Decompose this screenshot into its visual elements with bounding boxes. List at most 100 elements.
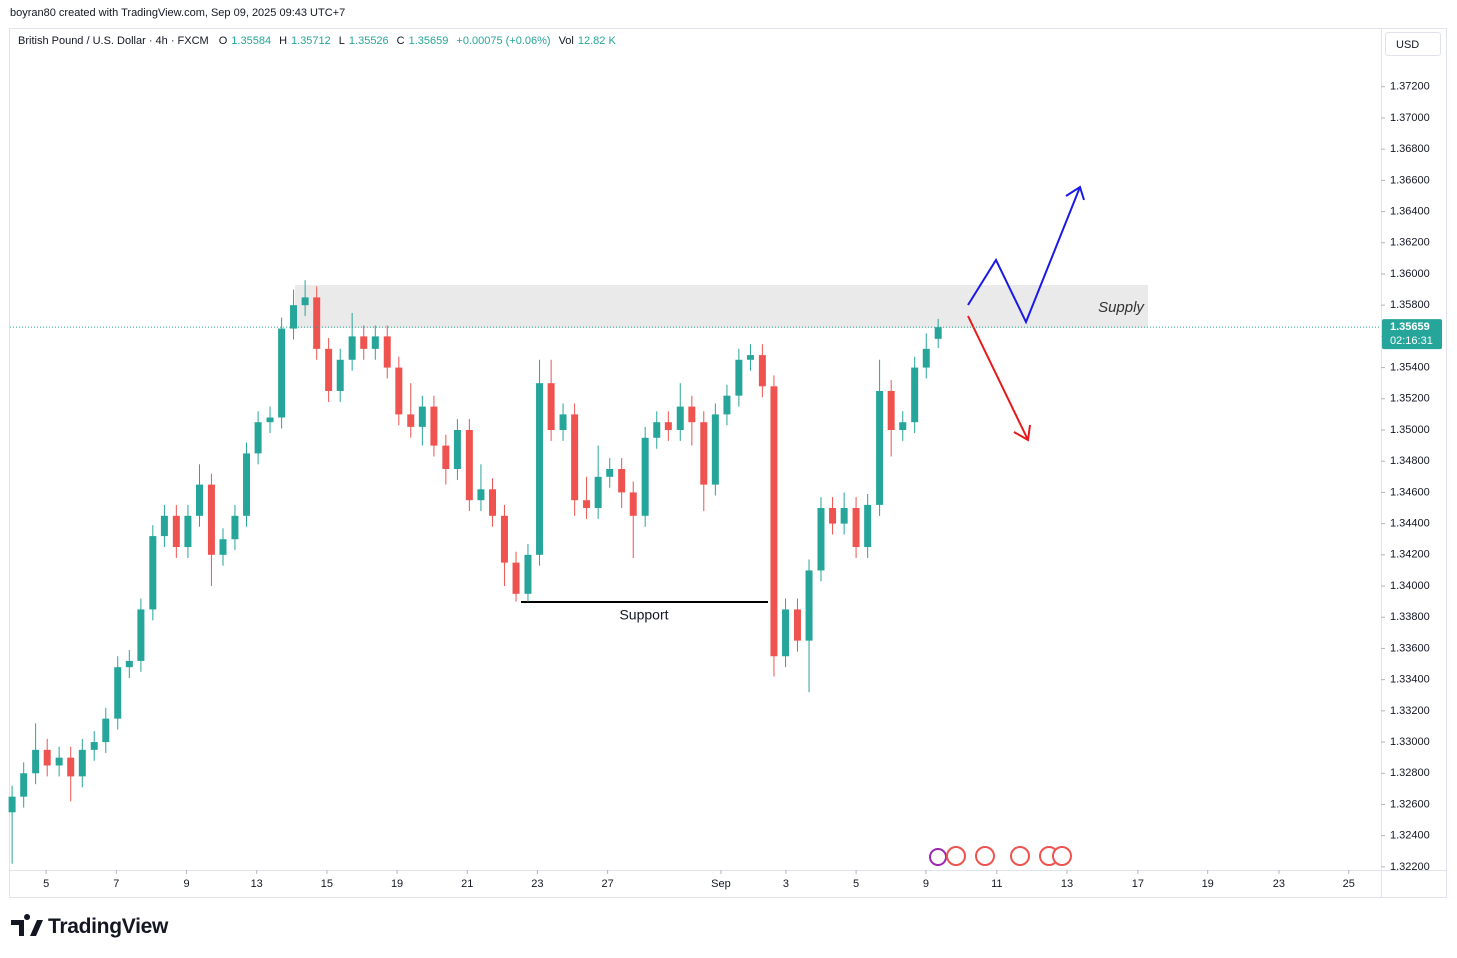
y-tick-label: 1.32800: [1390, 767, 1430, 779]
candle-body: [524, 554, 532, 594]
event-icons: [929, 846, 1072, 866]
candle-body: [172, 515, 180, 548]
candle-body: [313, 297, 321, 349]
x-tick-label: 9: [923, 878, 929, 890]
y-tick-label: 1.36000: [1390, 268, 1430, 280]
candle-body: [489, 489, 497, 516]
candle-body: [829, 508, 837, 524]
x-tick-label: 5: [43, 878, 49, 890]
y-tick-label: 1.34200: [1390, 549, 1430, 561]
ohlc-key: C: [396, 35, 405, 47]
brand-logo: [11, 914, 43, 936]
y-tick-label: 1.36200: [1390, 237, 1430, 249]
candle-body: [442, 445, 450, 470]
candle-body: [254, 422, 262, 454]
candle-body: [664, 422, 672, 430]
y-tick-label: 1.35400: [1390, 361, 1430, 373]
candle-body: [676, 406, 684, 430]
candle-body: [723, 395, 731, 415]
candle-body: [43, 749, 51, 766]
candle-body: [184, 515, 192, 548]
candle-body: [805, 570, 813, 641]
currency-button[interactable]: USD: [1385, 32, 1441, 56]
candle-body: [782, 609, 790, 657]
candle-body: [90, 742, 98, 750]
x-tick-label: 15: [321, 878, 333, 890]
y-tick-label: 1.34400: [1390, 518, 1430, 530]
supply-zone: [295, 285, 1148, 328]
candle-body: [583, 500, 591, 509]
y-tick-label: 1.32600: [1390, 798, 1430, 810]
x-tick-label: 5: [853, 878, 859, 890]
ohlc-key: L: [338, 35, 345, 47]
candle-body: [840, 508, 848, 524]
ohlc-key: O: [218, 35, 228, 47]
x-tick-label: 17: [1132, 878, 1144, 890]
x-tick-label: 7: [113, 878, 119, 890]
candle-body: [430, 406, 438, 446]
candle-body: [125, 660, 133, 668]
y-tick-label: 1.33800: [1390, 611, 1430, 623]
candle-body: [641, 437, 649, 516]
ohlc-value: 1.35659: [408, 35, 449, 47]
candle-body: [78, 749, 86, 777]
y-tick-label: 1.36400: [1390, 205, 1430, 217]
candle-body: [758, 355, 766, 387]
candle-body: [336, 359, 344, 391]
candle-body: [629, 492, 637, 516]
ohlc-value: 1.35526: [348, 35, 389, 47]
bearish-arrow: [967, 315, 1031, 442]
y-tick-label: 1.37200: [1390, 81, 1430, 93]
candle-body: [887, 390, 895, 430]
candle-body: [8, 796, 16, 813]
candle-body: [606, 469, 614, 477]
candles: [8, 280, 942, 864]
candle-body: [383, 336, 391, 368]
candle-body: [594, 476, 602, 509]
candle-body: [817, 508, 825, 571]
candle-body: [207, 484, 215, 555]
candle-body: [453, 429, 461, 470]
candle-body: [477, 489, 485, 501]
ohlc-value: 1.35584: [231, 35, 272, 47]
candle-body: [876, 390, 884, 505]
y-tick-label: 1.35200: [1390, 393, 1430, 405]
candle-body: [571, 414, 579, 501]
x-tick-label: 23: [531, 878, 543, 890]
x-tick-label: 27: [601, 878, 613, 890]
candle-body: [348, 336, 356, 360]
candle-body: [618, 469, 626, 493]
countdown: 02:16:31: [1390, 335, 1433, 347]
y-tick-label: 1.32200: [1390, 861, 1430, 873]
candle-body: [547, 383, 555, 430]
x-tick-label: 13: [251, 878, 263, 890]
event-icon: [929, 848, 947, 866]
candle-body: [770, 386, 778, 657]
candle-body: [20, 773, 28, 797]
x-tick-label: 21: [461, 878, 473, 890]
candle-body: [149, 536, 157, 610]
x-tick-label: 19: [391, 878, 403, 890]
candle-body: [160, 515, 168, 537]
candle-body: [407, 414, 415, 427]
candle-body: [325, 348, 333, 391]
candle-body: [67, 757, 75, 777]
frame: [9, 28, 1447, 898]
candle-body: [301, 297, 309, 306]
candle-body: [360, 336, 368, 349]
legend: British Pound / U.S. Dollar · 4h · FXCM …: [18, 35, 620, 47]
logo-mark: [11, 914, 43, 936]
candle-body: [278, 328, 286, 418]
x-tick-label: 3: [783, 878, 789, 890]
candle-body: [899, 422, 907, 430]
candle-body: [114, 667, 122, 719]
plot-area: Supply Support: [295, 185, 1148, 866]
y-tick-label: 1.33200: [1390, 705, 1430, 717]
candle-body: [243, 453, 251, 516]
x-tick-label: Sep: [711, 878, 731, 890]
bullish-arrow: [967, 185, 1085, 325]
candle-body: [911, 367, 919, 423]
candle-body: [395, 367, 403, 415]
candle-body: [290, 305, 298, 329]
